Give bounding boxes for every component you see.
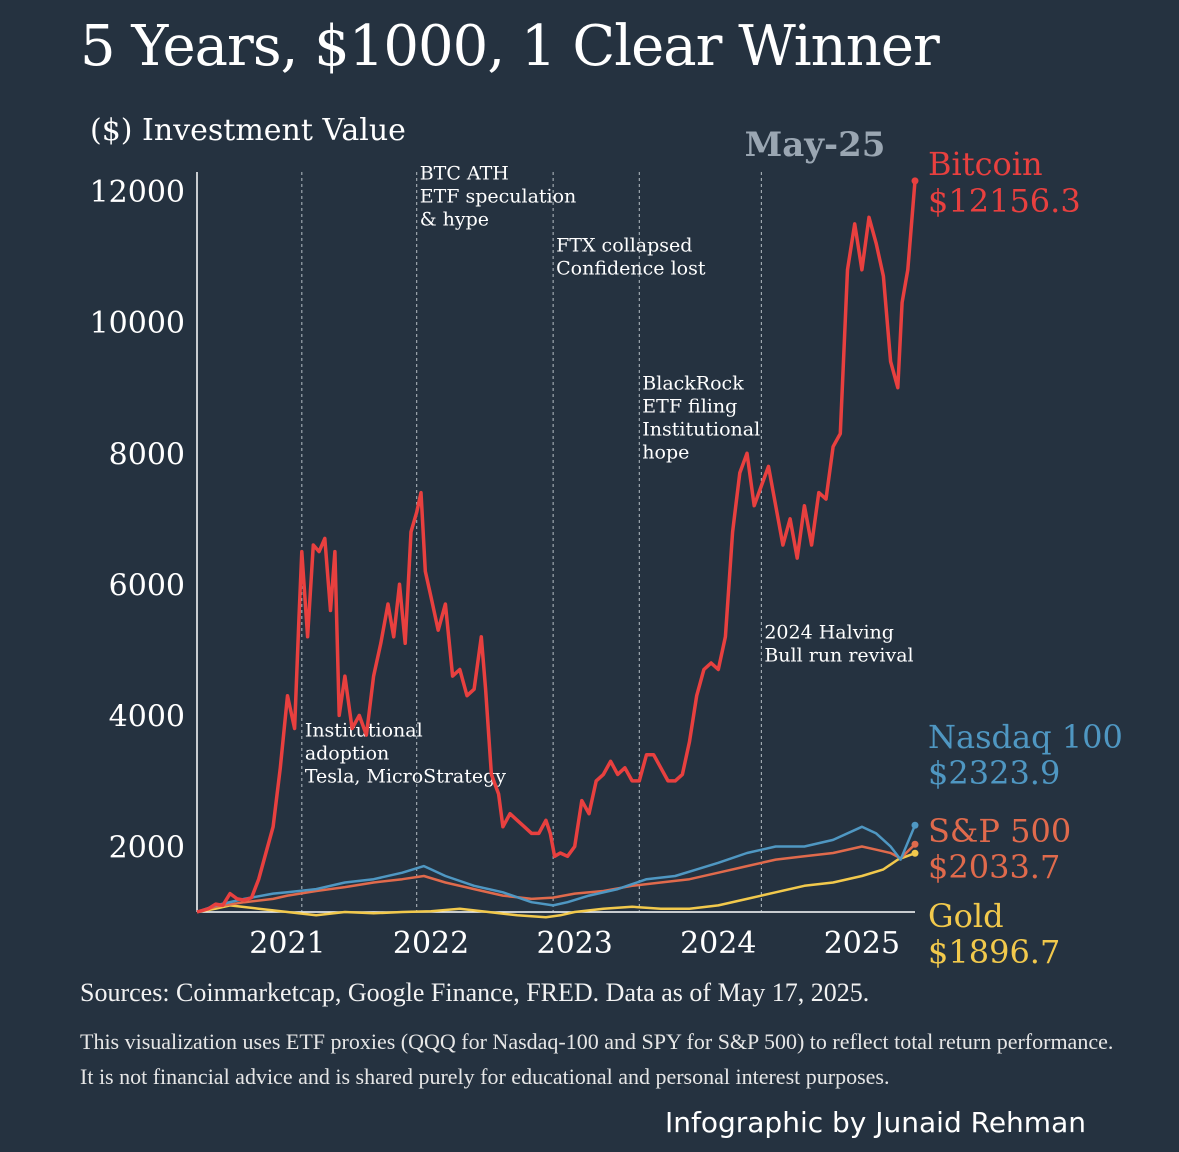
y-tick-label: 8000 xyxy=(109,437,185,472)
series-value-label: $2033.7 xyxy=(928,848,1060,886)
series-end-dot xyxy=(911,849,919,857)
series-name-label: Nasdaq 100 xyxy=(928,718,1123,756)
x-tick-label: 2022 xyxy=(393,926,469,961)
annotation-text: Tesla, MicroStrategy xyxy=(305,766,506,788)
y-tick-label: 2000 xyxy=(109,830,185,865)
y-tick-label: 6000 xyxy=(109,568,185,603)
line-chart: ($) Investment Value 2000 4000 6000 8000 1000… xyxy=(90,113,1123,971)
series-line-bitcoin xyxy=(196,180,917,914)
series-end-dot xyxy=(911,840,919,848)
annotation-text: Bull run revival xyxy=(764,644,913,666)
series-value-label: $2323.9 xyxy=(928,754,1060,792)
x-tick-label: 2024 xyxy=(680,926,756,961)
series-line-s-p-500 xyxy=(196,843,916,914)
disclaimer-note: This visualization uses ETF proxies (QQQ… xyxy=(80,1029,1114,1089)
annotation-text: hope xyxy=(642,441,689,463)
x-tick-label: 2025 xyxy=(824,926,900,961)
chart-title: 5 Years, $1000, 1 Clear Winner xyxy=(80,14,940,79)
annotation-text: adoption xyxy=(305,743,389,765)
annotation-text: BlackRock xyxy=(642,372,744,394)
credit-line: Infographic by Junaid Rehman xyxy=(665,1106,1086,1139)
annotation-text: Confidence lost xyxy=(556,258,706,280)
y-tick-label: 10000 xyxy=(90,306,185,341)
date-marker-label: May-25 xyxy=(745,125,886,165)
series-end-dot xyxy=(911,821,919,829)
annotation-text: FTX collapsed xyxy=(556,235,692,257)
series-name-label: S&P 500 xyxy=(928,812,1071,850)
series-line-nasdaq-100 xyxy=(196,824,917,914)
x-tick-label: 2023 xyxy=(536,926,612,961)
y-axis-label: ($) Investment Value xyxy=(90,113,406,148)
series-end-dot xyxy=(911,177,919,185)
series-value-label: $12156.3 xyxy=(928,182,1081,220)
x-tick-label: 2021 xyxy=(249,926,325,961)
annotation-text: ETF filing xyxy=(642,395,737,417)
y-tick-label: 12000 xyxy=(90,175,185,210)
series-line-gold xyxy=(196,852,916,919)
y-tick-label: 4000 xyxy=(109,699,185,734)
annotation-text: ETF speculation xyxy=(420,186,577,208)
annotation-text: BTC ATH xyxy=(420,163,509,185)
annotation-text: & hype xyxy=(420,209,489,231)
series-value-label: $1896.7 xyxy=(928,933,1060,971)
annotation-text: 2024 Halving xyxy=(764,621,894,643)
series-name-label: Gold xyxy=(928,897,1004,935)
annotation-text: Institutional xyxy=(642,418,760,440)
sources-note: Sources: Coinmarketcap, Google Finance, … xyxy=(80,978,870,1007)
series-name-label: Bitcoin xyxy=(928,145,1043,183)
